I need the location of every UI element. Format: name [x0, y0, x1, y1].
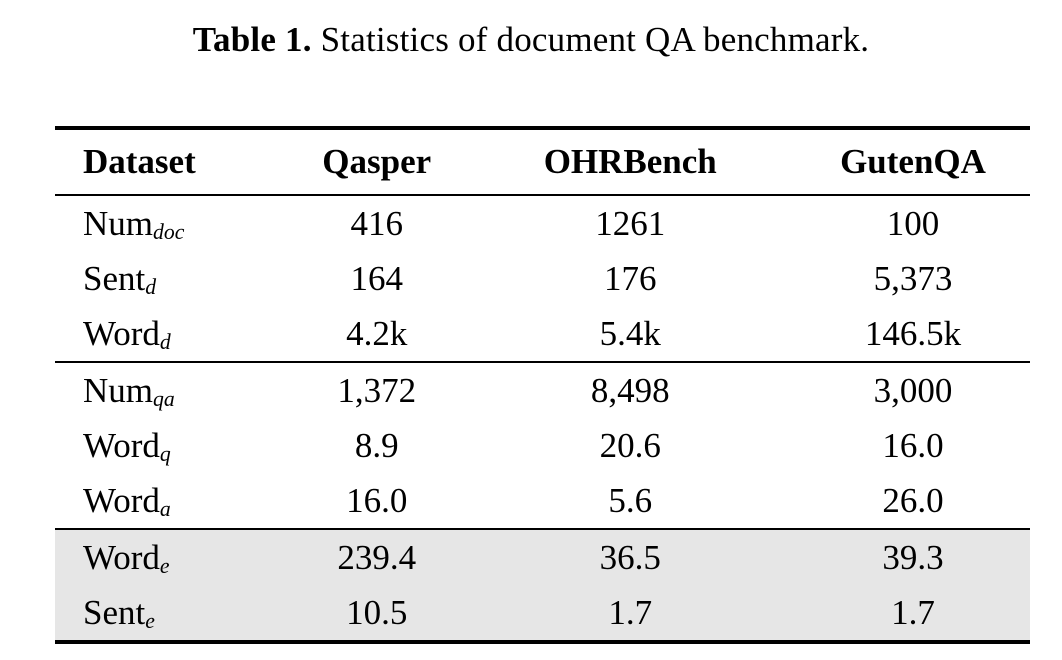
column-header-qasper: Qasper: [322, 142, 432, 181]
row-label: Sentd: [55, 251, 289, 306]
cell-value: 5.6: [608, 480, 653, 520]
row-label-base: Sent: [83, 592, 146, 632]
row-label-base: Word: [83, 480, 160, 520]
column-header-gutenqa: GutenQA: [840, 142, 986, 181]
cell-value: 39.3: [882, 537, 944, 577]
row-label-subscript: d: [145, 275, 157, 300]
table-header: Dataset Qasper OHRBench GutenQA: [55, 128, 1030, 195]
table-caption-text: Statistics of document QA benchmark.: [311, 20, 870, 59]
statistics-table: Dataset Qasper OHRBench GutenQA Numdoc 41…: [55, 126, 1030, 644]
table-row: Worda 16.0 5.6 26.0: [55, 473, 1030, 529]
cell-value: 10.5: [346, 592, 408, 632]
cell-value: 146.5k: [864, 313, 962, 353]
table-row: Sente 10.5 1.7 1.7: [55, 585, 1030, 642]
table-row: Wordd 4.2k 5.4k 146.5k: [55, 306, 1030, 362]
row-label: Numqa: [55, 362, 289, 418]
cell-value: 5,373: [873, 258, 953, 298]
table-caption: Table 1. Statistics of document QA bench…: [0, 20, 1062, 60]
row-label-base: Word: [83, 537, 160, 577]
row-label: Numdoc: [55, 195, 289, 251]
cell-value: 16.0: [346, 480, 408, 520]
cell-value: 8.9: [354, 425, 399, 465]
table-row: Sentd 164 176 5,373: [55, 251, 1030, 306]
row-label: Worda: [55, 473, 289, 529]
row-label-subscript: e: [159, 554, 170, 579]
row-label-subscript: qa: [153, 387, 175, 412]
row-label-base: Num: [83, 203, 153, 243]
cell-value: 239.4: [337, 537, 417, 577]
cell-value: 3,000: [873, 370, 953, 410]
cell-value: 176: [604, 258, 657, 298]
cell-value: 4.2k: [346, 313, 408, 353]
cell-value: 36.5: [599, 537, 661, 577]
cell-value: 1,372: [337, 370, 417, 410]
cell-value: 1261: [595, 203, 666, 243]
column-header-dataset: Dataset: [83, 142, 196, 181]
cell-value: 164: [350, 258, 404, 298]
row-label-base: Word: [83, 313, 160, 353]
table-row: Worde 239.4 36.5 39.3: [55, 529, 1030, 585]
table-body: Numdoc 416 1261 100 Sentd 164 176 5,373 Wordd 4.2…: [55, 195, 1030, 642]
row-label-base: Sent: [83, 258, 146, 298]
cell-value: 100: [886, 203, 940, 243]
row-label-subscript: d: [159, 330, 171, 355]
cell-value: 8,498: [590, 370, 670, 410]
row-label: Worde: [55, 529, 289, 585]
row-label-base: Word: [83, 425, 160, 465]
column-header-ohrbench: OHRBench: [543, 142, 717, 181]
cell-value: 26.0: [882, 480, 944, 520]
row-label: Wordd: [55, 306, 289, 362]
table-row: Numdoc 416 1261 100: [55, 195, 1030, 251]
cell-value: 1.7: [608, 592, 653, 632]
cell-value: 5.4k: [599, 313, 661, 353]
row-label-subscript: q: [159, 442, 171, 467]
cell-value: 1.7: [891, 592, 935, 632]
cell-value: 416: [350, 203, 404, 243]
row-label: Wordq: [55, 418, 289, 473]
row-label-subscript: doc: [153, 220, 185, 245]
cell-value: 16.0: [882, 425, 944, 465]
row-label: Sente: [55, 585, 289, 642]
header-row: Dataset Qasper OHRBench GutenQA: [55, 128, 1030, 195]
table-row: Wordq 8.9 20.6 16.0: [55, 418, 1030, 473]
table-row: Numqa 1,372 8,498 3,000: [55, 362, 1030, 418]
row-label-subscript: a: [159, 497, 171, 522]
cell-value: 20.6: [599, 425, 661, 465]
table-caption-label: Table 1.: [192, 20, 312, 59]
row-label-base: Num: [83, 370, 153, 410]
row-label-subscript: e: [145, 609, 155, 634]
